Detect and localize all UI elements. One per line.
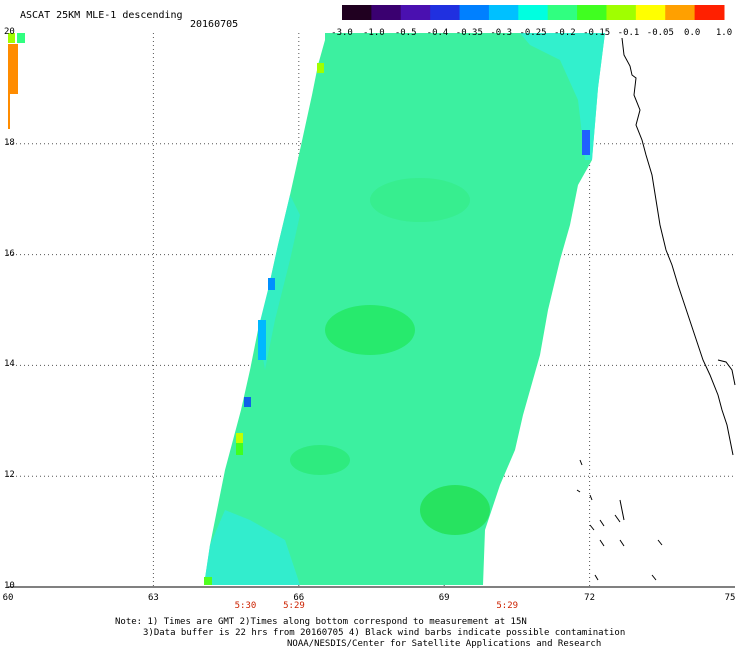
colorbar-swatch — [665, 5, 696, 20]
longitude-label: 60 — [2, 593, 14, 603]
map-title: ASCAT 25KM MLE-1 descending — [20, 10, 183, 21]
longitude-label: 66 — [293, 593, 305, 603]
colorbar-swatch — [518, 5, 549, 20]
colorbar-swatch — [635, 5, 666, 20]
colorbar-label: -0.5 — [394, 28, 417, 38]
colorbar-label: 0.0 — [684, 28, 701, 38]
colorbar-label: -0.35 — [455, 28, 483, 38]
colorbar-swatch — [488, 5, 519, 20]
colorbar-swatch — [342, 5, 372, 20]
scatterometer-swath — [204, 33, 605, 585]
pass-time-label: 5:29 — [496, 601, 519, 611]
longitude-label: 72 — [584, 593, 596, 603]
colorbar-swatch — [371, 5, 402, 20]
colorbar-label: 1.0 — [715, 28, 733, 38]
colorbar-swatch — [400, 5, 431, 20]
latitude-label: 16 — [4, 248, 15, 259]
colorbar-label: -3.0 — [331, 28, 353, 38]
note-line-2: 3)Data buffer is 22 hrs from 20160705 4)… — [143, 628, 626, 638]
longitude-label: 69 — [438, 593, 450, 603]
latitude-label: 14 — [4, 359, 15, 370]
colorbar-swatch — [606, 5, 637, 20]
colorbar-label: -0.05 — [646, 28, 674, 38]
colorbar-label: -0.4 — [426, 28, 449, 38]
note-line-3: NOAA/NESDIS/Center for Satellite Applica… — [287, 639, 602, 649]
colorbar-swatch — [430, 5, 461, 20]
coastline — [576, 37, 736, 581]
longitude-label: 63 — [147, 593, 159, 603]
latitude-label: 10 — [4, 581, 15, 591]
longitude-label: 75 — [724, 593, 736, 603]
latitude-label: 12 — [4, 470, 15, 481]
pass-time-label: 5:30 — [234, 601, 257, 611]
colorbar-label: -0.3 — [490, 28, 512, 38]
colorbar-label: -1.0 — [362, 28, 385, 38]
latitude-label: 20 — [4, 27, 15, 37]
colorbar-label: -0.1 — [617, 28, 640, 38]
colorbar-swatch — [694, 5, 725, 20]
colorbar-label: -0.2 — [553, 28, 576, 38]
colorbar-swatch — [547, 5, 578, 20]
colorbar-label: -0.25 — [519, 28, 547, 38]
footnotes: Note: 1) Times are GMT 2)Times along bot… — [115, 617, 625, 650]
map-date: 20160705 — [190, 19, 239, 30]
colorbar-swatch — [459, 5, 490, 20]
colorbar — [342, 5, 725, 20]
colorbar-label: -0.15 — [583, 28, 611, 38]
legend-bars — [8, 33, 25, 129]
colorbar-swatch — [577, 5, 607, 20]
note-line-1: Note: 1) Times are GMT 2)Times along bot… — [115, 617, 527, 627]
latitude-label: 18 — [4, 137, 15, 148]
pass-time-label: 5:29 — [283, 601, 305, 611]
